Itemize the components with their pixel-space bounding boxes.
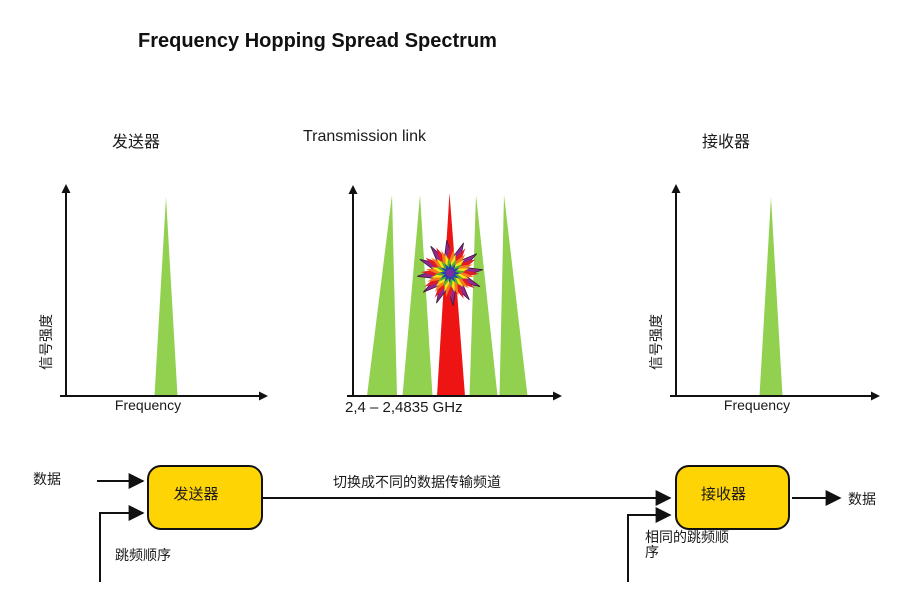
y-axis-arrowhead [61,184,71,193]
receiver-box-label: 接收器 [700,486,746,503]
y-axis-arrowhead [348,185,358,194]
receiver-y-axis-label: 信号强度 [648,314,664,370]
data-out-label: 数据 [848,491,876,507]
link-spectrum-chart [347,185,562,401]
flow-diagram-connectors [97,473,842,582]
transmitter-spectrum-chart [60,184,268,401]
hop-sequence-label: 跳频顺序 [115,547,171,563]
transmitter-y-axis-label: 信号强度 [38,314,54,370]
x-axis-arrowhead [871,391,880,401]
x-axis-arrowhead [259,391,268,401]
hop-sequence-connector [99,505,145,582]
receiver-spectrum-chart [670,184,880,401]
transmitter-x-axis-label: Frequency [114,397,182,413]
transmitter-header: 发送器 [112,134,161,151]
same-hop-sequence-connector [627,507,672,582]
signal-spike-green [367,195,397,396]
receiver-box: 接收器 [675,465,790,530]
channel-switch-label: 切换成不同的数据传输频道 [333,474,501,490]
transmitter-box: 发送器 [147,465,263,530]
same-hop-sequence-label: 相同的跳频顺序 [645,529,729,560]
signal-spike-green [402,195,433,396]
x-axis-arrowhead [553,391,562,401]
transmitter-box-label: 发送器 [173,486,219,503]
signal-spike-green [469,195,498,396]
page-title: Frequency Hopping Spread Spectrum [138,30,497,52]
y-axis-arrowhead [671,184,681,193]
signal-spike-green [759,197,783,396]
interference-starburst-center [446,269,454,277]
link-frequency-range-label: 2,4 – 2,4835 GHz [345,399,463,416]
receiver-header: 接收器 [702,134,751,151]
signal-spike-green [154,197,178,396]
signal-spike-green [499,195,528,396]
transmission-link-header: Transmission link [303,128,426,145]
receiver-x-axis-label: Frequency [723,397,791,413]
data-in-label: 数据 [33,471,61,487]
